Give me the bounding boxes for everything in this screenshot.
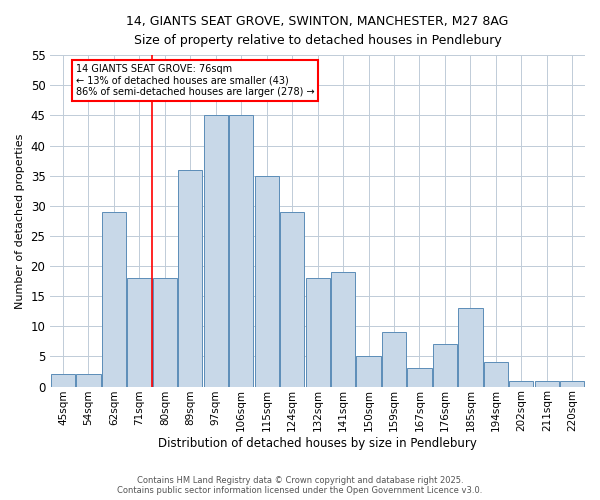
Bar bbox=[153, 278, 177, 386]
Bar bbox=[229, 116, 253, 386]
Bar bbox=[178, 170, 202, 386]
Y-axis label: Number of detached properties: Number of detached properties bbox=[15, 133, 25, 308]
Bar bbox=[305, 278, 330, 386]
Bar bbox=[51, 374, 75, 386]
Bar bbox=[382, 332, 406, 386]
Bar bbox=[356, 356, 380, 386]
Bar bbox=[433, 344, 457, 387]
Bar bbox=[102, 212, 126, 386]
Bar bbox=[280, 212, 304, 386]
Bar bbox=[458, 308, 482, 386]
Bar bbox=[127, 278, 152, 386]
Bar bbox=[407, 368, 431, 386]
Bar bbox=[76, 374, 101, 386]
Bar bbox=[509, 380, 533, 386]
Title: 14, GIANTS SEAT GROVE, SWINTON, MANCHESTER, M27 8AG
Size of property relative to: 14, GIANTS SEAT GROVE, SWINTON, MANCHEST… bbox=[127, 15, 509, 47]
Text: 14 GIANTS SEAT GROVE: 76sqm
← 13% of detached houses are smaller (43)
86% of sem: 14 GIANTS SEAT GROVE: 76sqm ← 13% of det… bbox=[76, 64, 314, 98]
Bar bbox=[535, 380, 559, 386]
Bar bbox=[204, 116, 228, 386]
Bar bbox=[254, 176, 279, 386]
Bar bbox=[484, 362, 508, 386]
Bar bbox=[331, 272, 355, 386]
Text: Contains HM Land Registry data © Crown copyright and database right 2025.
Contai: Contains HM Land Registry data © Crown c… bbox=[118, 476, 482, 495]
X-axis label: Distribution of detached houses by size in Pendlebury: Distribution of detached houses by size … bbox=[158, 437, 477, 450]
Bar bbox=[560, 380, 584, 386]
